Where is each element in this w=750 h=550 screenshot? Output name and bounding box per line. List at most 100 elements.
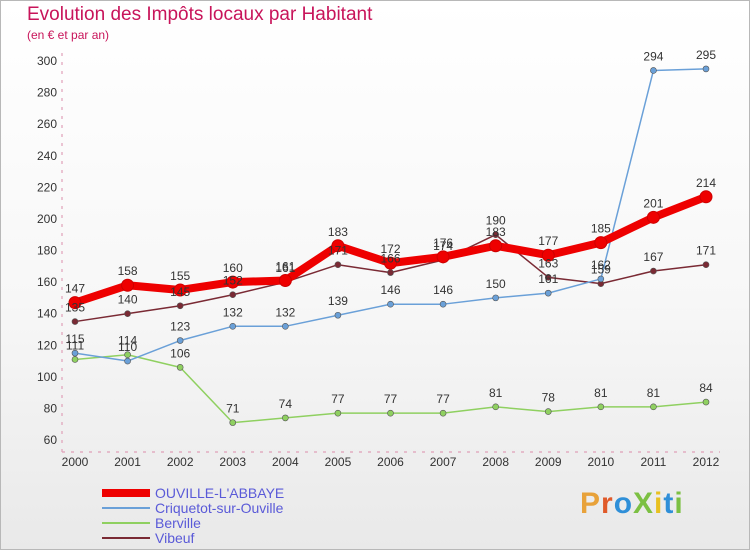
brand-letter: i [674,487,684,520]
data-label: 294 [643,49,663,63]
data-label: 162 [591,258,611,272]
data-point [71,356,79,363]
data-label: 139 [328,294,348,308]
data-label: 146 [380,283,400,297]
data-point [176,337,184,344]
data-point [331,239,345,253]
data-labels: 135 140 145 152 161 171 166 174 190 163 159 167 171 1… [65,48,716,416]
data-label: 81 [594,386,608,400]
data-label: 81 [489,386,503,400]
data-point [334,311,342,319]
data-point [544,289,552,297]
data-point [650,267,657,275]
data-point [176,364,184,371]
y-tick-label: 100 [37,370,57,384]
y-tick-label: 280 [37,86,57,100]
legend-label: Vibeuf [155,530,195,546]
brand-letter: o [613,487,634,520]
x-tick-label: 2012 [693,455,720,469]
data-label: 185 [591,222,611,236]
data-label: 84 [699,381,713,395]
data-point [492,231,499,239]
data-label: 106 [170,346,190,360]
data-point [439,300,447,308]
y-tick-label: 140 [37,307,57,321]
legend-label: Berville [155,515,201,531]
x-tick-label: 2008 [482,455,509,469]
data-point [229,291,237,299]
data-label: 176 [433,236,453,250]
data-point [173,283,187,297]
data-label: 77 [331,392,345,406]
data-label: 201 [643,196,663,210]
data-label: 115 [65,332,84,346]
data-label: 150 [486,277,506,291]
data-label: 111 [66,338,85,352]
data-label: 145 [170,285,190,299]
data-label: 147 [65,282,85,296]
data-label: 295 [696,48,716,62]
data-point [384,256,397,270]
data-label: 163 [538,256,558,270]
data-label: 159 [591,263,611,277]
data-label: 152 [223,274,243,288]
data-point [702,261,710,269]
data-label: 166 [380,252,400,266]
data-label: 177 [538,234,558,248]
data-point [226,275,240,289]
data-point [544,274,552,281]
data-label: 135 [65,301,85,315]
data-point [121,278,135,292]
data-label: 183 [328,225,348,239]
data-point [436,250,450,264]
data-label: 155 [170,269,190,283]
data-point [124,357,131,365]
data-label: 171 [328,244,348,258]
data-label: 190 [486,214,506,228]
legend-label: Criquetot-sur-Ouville [155,500,284,516]
data-label: 140 [118,293,138,307]
y-tick-label: 200 [37,212,57,226]
y-tick-label: 300 [37,54,57,68]
chart-title: Evolution des Impôts locaux par Habitant [27,4,373,25]
y-tick-label: 260 [37,117,57,131]
data-label: 110 [118,340,137,354]
legend-label: OUVILLE-L'ABBAYE [155,485,284,501]
x-tick-label: 2003 [219,455,246,469]
data-point [646,210,660,224]
x-tick-label: 2000 [62,455,89,469]
data-point [650,67,657,74]
data-point [124,310,131,317]
data-label: 132 [223,305,243,319]
data-point [439,409,447,417]
data-point [489,239,503,253]
x-tick-label: 2011 [641,455,667,469]
brand-letter: X [633,487,655,520]
data-point [699,190,713,204]
data-point [544,408,552,415]
series-line [74,68,707,362]
chart-subtitle: (en € et par an) [27,28,110,42]
y-tick-label: 80 [44,401,58,415]
data-point [492,403,499,411]
data-label: 171 [696,244,716,258]
data-point [702,398,710,406]
data-label: 161 [538,272,558,286]
data-label: 160 [223,261,243,275]
data-label: 214 [696,176,716,190]
data-point [387,409,394,417]
data-point [124,351,131,359]
y-tick-label: 220 [37,180,57,194]
series-lines [68,65,713,426]
data-point [229,322,237,330]
data-point [702,65,710,73]
data-label: 172 [380,242,400,256]
brand-letter: r [601,487,614,520]
data-label: 78 [542,391,556,405]
data-label: 174 [433,239,453,253]
data-point [541,248,555,262]
data-label: 158 [118,264,138,278]
x-tick-label: 2007 [430,455,457,469]
